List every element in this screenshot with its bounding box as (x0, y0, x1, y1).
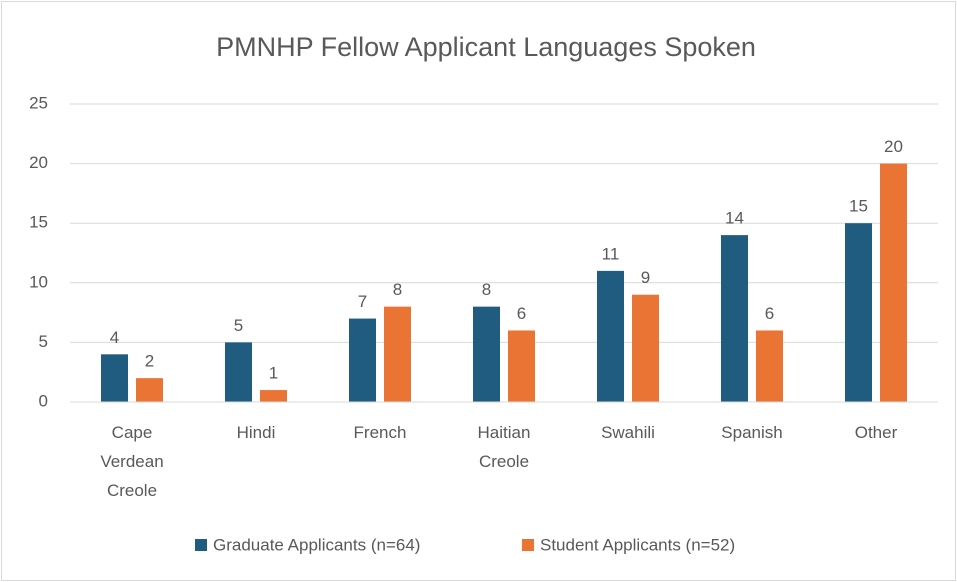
bar (756, 330, 783, 402)
x-tick-label: Swahili (601, 423, 655, 442)
legend-swatch (522, 539, 534, 551)
y-tick-label: 25 (29, 93, 48, 112)
chart-title: PMNHP Fellow Applicant Languages Spoken (216, 32, 756, 62)
data-label: 8 (393, 280, 402, 299)
data-label: 20 (884, 137, 903, 156)
data-label: 14 (725, 209, 744, 228)
y-tick-label: 15 (29, 213, 48, 232)
bar (508, 330, 535, 402)
x-tick-label: Spanish (721, 423, 783, 442)
bar (384, 306, 411, 402)
bar (349, 318, 376, 402)
data-label: 7 (358, 292, 367, 311)
bar (136, 378, 163, 402)
x-tick-label: French (353, 423, 407, 442)
bar (845, 223, 872, 402)
x-tick-label: Hindi (236, 423, 276, 442)
x-tick-label: Other (854, 423, 898, 442)
y-tick-label: 5 (39, 332, 48, 351)
y-tick-label: 20 (29, 153, 48, 172)
bar (632, 294, 659, 402)
data-label: 6 (517, 304, 526, 323)
data-label: 15 (849, 197, 868, 216)
data-label: 5 (234, 316, 243, 335)
legend-swatch (195, 539, 207, 551)
data-label: 11 (602, 244, 620, 263)
bar (721, 235, 748, 402)
bar (260, 390, 287, 402)
bar (225, 342, 252, 402)
bar (597, 270, 624, 402)
data-label: 9 (641, 268, 650, 287)
y-tick-label: 0 (39, 391, 48, 410)
x-tick-label: Haitian Creole (477, 423, 531, 471)
bar (880, 163, 907, 402)
data-label: 4 (110, 328, 119, 347)
data-label: 8 (482, 280, 491, 299)
y-tick-label: 10 (29, 272, 48, 291)
legend-label: Student Applicants (n=52) (540, 535, 735, 554)
data-label: 6 (765, 304, 774, 323)
bar (101, 354, 128, 402)
x-tick-label: Cape Verdean Creole (100, 423, 164, 500)
bar (473, 306, 500, 402)
data-label: 1 (269, 364, 278, 383)
data-label: 2 (145, 352, 154, 371)
legend-label: Graduate Applicants (n=64) (213, 535, 420, 554)
